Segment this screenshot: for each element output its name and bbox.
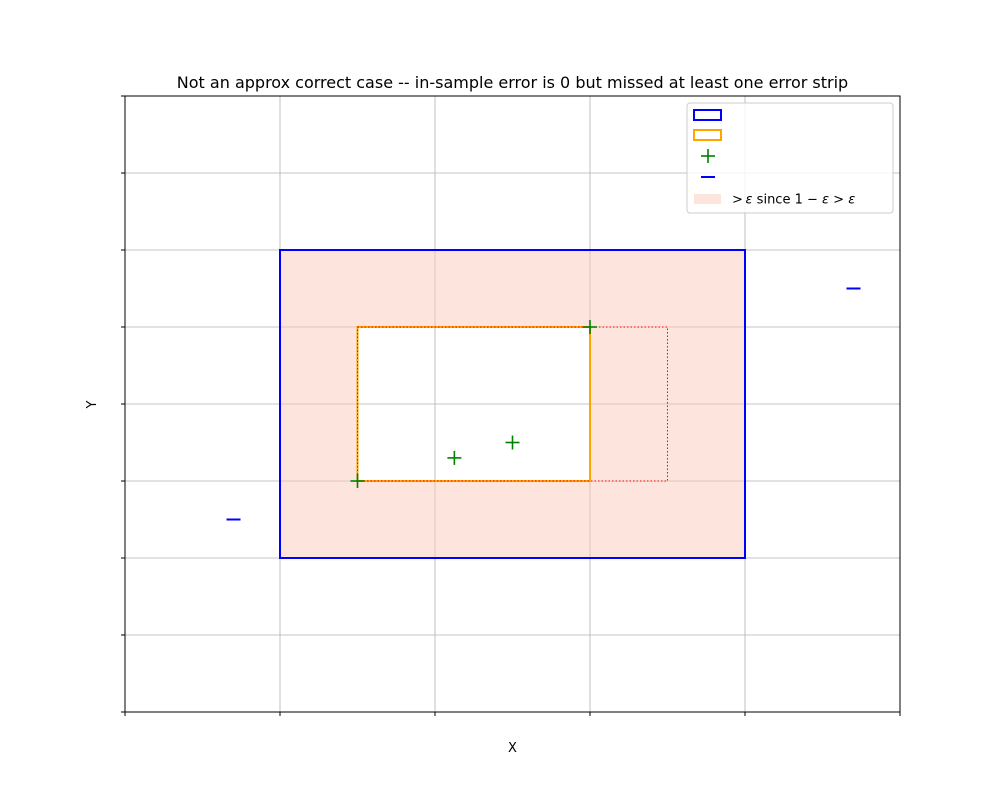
x-axis-label: X [508, 741, 517, 756]
legend-swatch-strip [694, 194, 721, 204]
chart-title: Not an approx correct case -- in-sample … [177, 73, 848, 92]
legend-entry-positive [701, 149, 715, 163]
legend-label-strip: > ε since 1 − ε > ε [732, 193, 855, 208]
error-strip [280, 250, 358, 558]
positive-point [447, 450, 462, 465]
legend-frame [686, 102, 894, 214]
positive-point [350, 474, 365, 488]
plot-area [121, 95, 901, 716]
legend-swatch-R [693, 109, 722, 121]
error-strip [357, 481, 590, 558]
rect-dotted-region [357, 326, 668, 482]
positive-point [583, 320, 597, 334]
y-axis-label: Y [85, 400, 100, 409]
rect-R [279, 249, 746, 559]
legend-entry-strip: > ε since 1 − ε > ε [694, 193, 855, 208]
error-strip [590, 250, 745, 558]
legend: > ε since 1 − ε > ε [686, 102, 894, 214]
legend-entry-R [693, 109, 722, 121]
error-strip [357, 250, 590, 327]
legend-entry-h [693, 129, 722, 141]
legend-swatch-h [693, 129, 722, 141]
positive-point [505, 435, 520, 450]
